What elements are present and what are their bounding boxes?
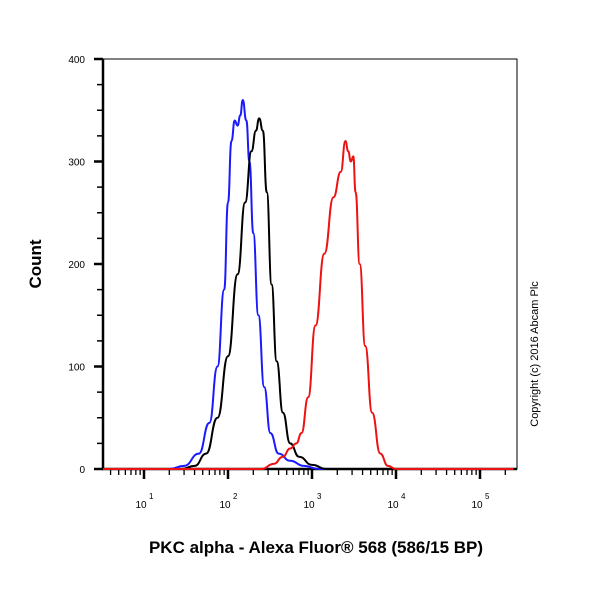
svg-text:5: 5 (485, 492, 490, 501)
x-tick-label: 103 (303, 492, 322, 511)
y-tick-label: 400 (68, 55, 85, 66)
svg-text:2: 2 (233, 492, 238, 501)
svg-text:10: 10 (387, 500, 399, 511)
y-tick-label: 0 (79, 465, 85, 476)
svg-text:10: 10 (219, 500, 231, 511)
series-red-line (103, 140, 514, 471)
svg-text:10: 10 (303, 500, 315, 511)
y-tick-label: 100 (68, 363, 85, 374)
svg-text:10: 10 (135, 500, 147, 511)
svg-text:10: 10 (471, 500, 483, 511)
x-tick-label: 102 (219, 492, 238, 511)
series-black-line (103, 117, 514, 471)
svg-text:1: 1 (149, 492, 154, 501)
y-tick-label: 300 (68, 158, 85, 169)
x-tick-label: 105 (471, 492, 490, 511)
histogram-series (103, 99, 514, 471)
x-tick-label: 104 (387, 492, 406, 511)
y-axis-ticks: 0 100 200 300 400 (68, 55, 103, 476)
y-tick-label: 200 (68, 260, 85, 271)
x-tick-label: 101 (135, 492, 154, 511)
copyright-annotation: Copyright (c) 2016 Abcam Plc (529, 281, 541, 427)
x-axis-title: PKC alpha - Alexa Fluor® 568 (586/15 BP) (149, 538, 483, 557)
svg-text:3: 3 (317, 492, 322, 501)
y-axis-title: Count (26, 239, 45, 288)
svg-text:4: 4 (401, 492, 406, 501)
